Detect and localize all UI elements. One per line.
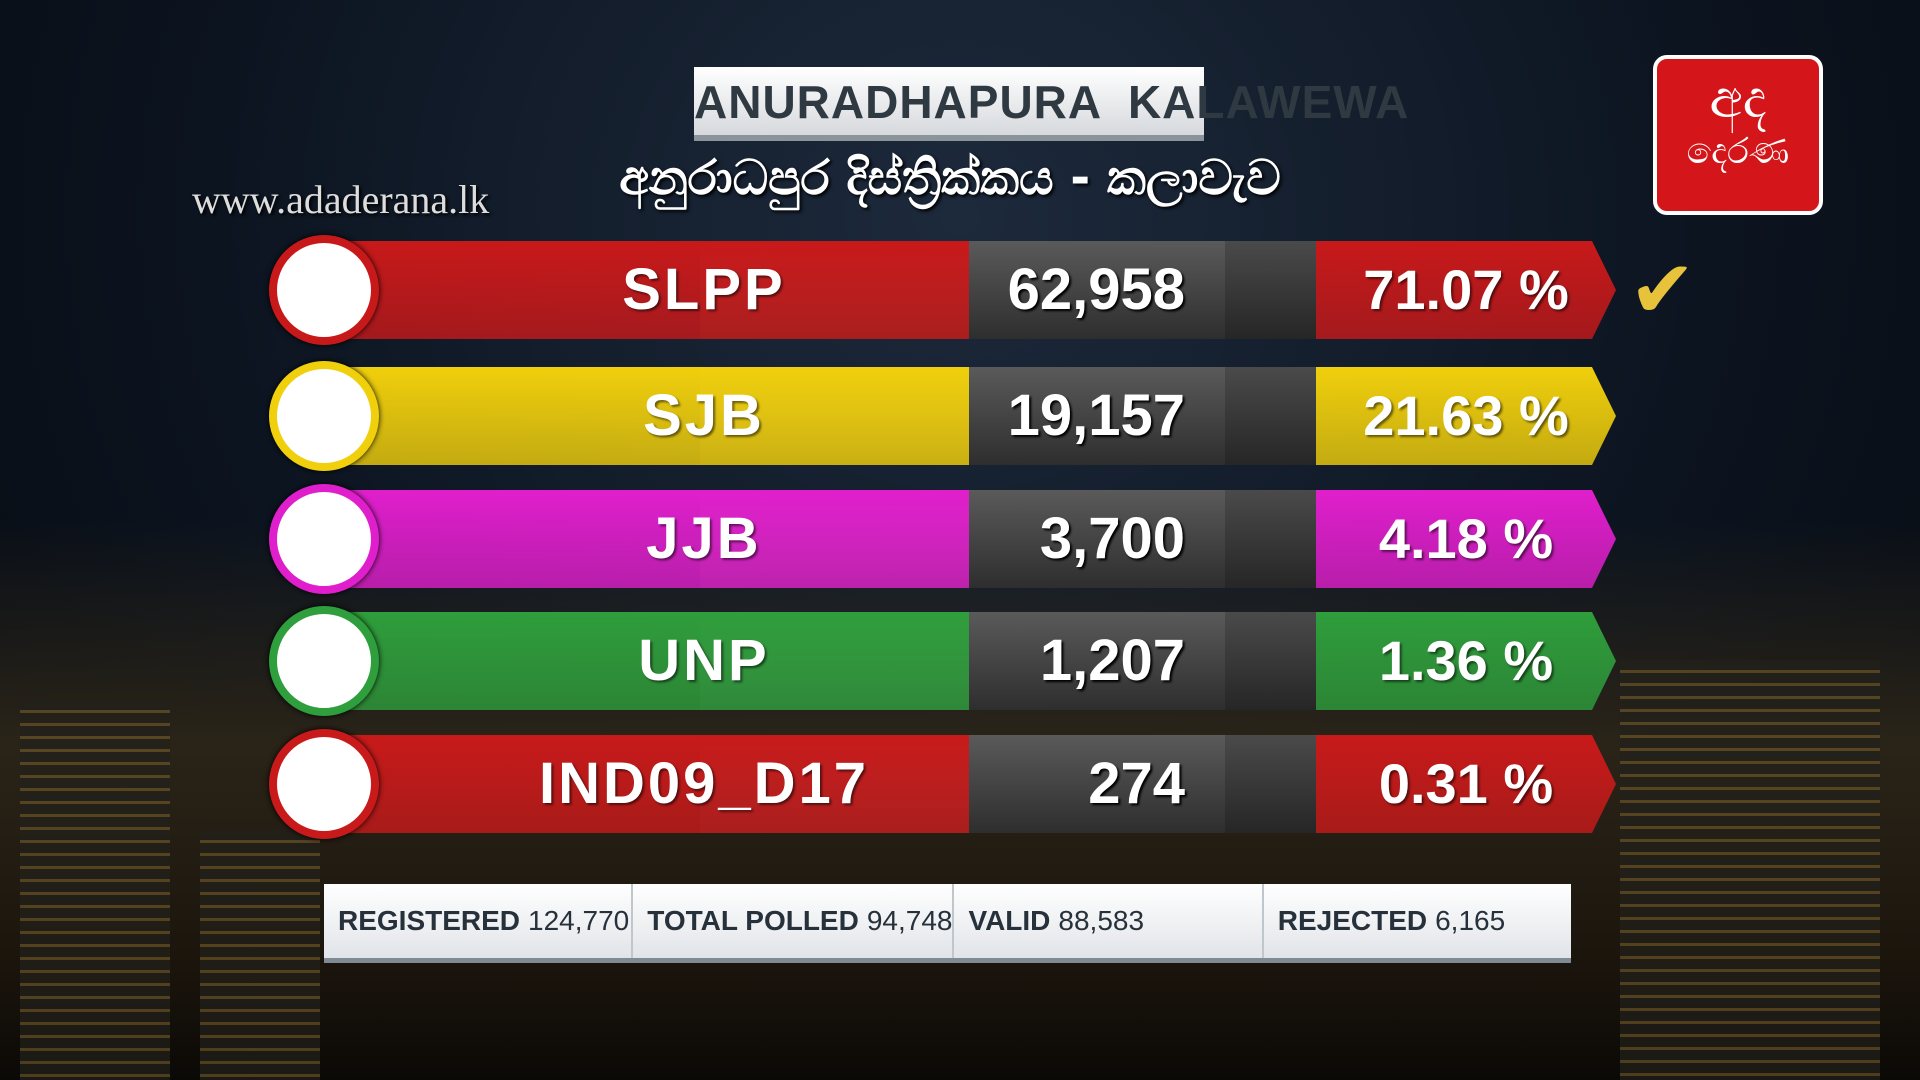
summary-label: REGISTERED: [338, 905, 521, 936]
summary-item: REJECTED 6,165: [1264, 884, 1571, 958]
building: [20, 700, 170, 1080]
divider: [1225, 367, 1316, 465]
summary-value: 88,583: [1058, 905, 1145, 936]
result-row: 1,207 UNP 1.36 %: [269, 606, 1616, 716]
summary-value: 124,770: [528, 905, 630, 936]
party-symbol: [269, 235, 379, 345]
percent: 0.31 %: [1316, 735, 1616, 833]
party-symbol: [269, 729, 379, 839]
summary-bar: REGISTERED 124,770 TOTAL POLLED 94,748 VALID…: [324, 884, 1571, 963]
percent: 21.63 %: [1316, 367, 1616, 465]
building: [1620, 660, 1880, 1080]
summary-item: TOTAL POLLED 94,748: [633, 884, 955, 958]
logo: අද දෙරණ: [1653, 55, 1823, 215]
summary-item: REGISTERED 124,770: [324, 884, 634, 958]
party-symbol: [269, 361, 379, 471]
party-name: SLPP: [319, 241, 969, 339]
divider: [1225, 490, 1316, 588]
percent: 1.36 %: [1316, 612, 1616, 710]
party-name: SJB: [319, 367, 969, 465]
summary-value: 94,748: [866, 905, 953, 936]
website: www.adaderana.lk: [192, 177, 490, 222]
logo-bottom: දෙරණ: [1686, 131, 1790, 172]
summary-label: REJECTED: [1277, 905, 1428, 936]
subtitle: අනුරාධපුර දිස්ත්‍රික්කය - කලාවැව: [619, 150, 1281, 206]
title: ANURADHAPURA KALAWEWA: [694, 67, 1408, 141]
party-symbol: [269, 606, 379, 716]
party-name: JJB: [319, 490, 969, 588]
logo-top: අද: [1709, 67, 1767, 130]
party-name: IND09_D17: [319, 735, 969, 833]
winner-check: ✔: [1629, 245, 1697, 334]
percent: 4.18 %: [1316, 490, 1616, 588]
summary-label: TOTAL POLLED: [647, 905, 859, 936]
result-row: 3,700 JJB 4.18 %: [269, 484, 1616, 594]
result-row: 62,958 SLPP 71.07 % ✔: [269, 235, 1696, 345]
result-row: 274 IND09_D17 0.31 %: [269, 729, 1616, 839]
divider: [1225, 735, 1316, 833]
percent: 71.07 %: [1316, 241, 1616, 339]
party-name: UNP: [319, 612, 969, 710]
building: [200, 830, 320, 1080]
divider: [1225, 241, 1316, 339]
summary-item: VALID 88,583: [954, 884, 1264, 958]
summary-label: VALID: [968, 905, 1051, 936]
result-row: 19,157 SJB 21.63 %: [269, 361, 1616, 471]
party-symbol: [269, 484, 379, 594]
summary-value: 6,165: [1435, 905, 1506, 936]
divider: [1225, 612, 1316, 710]
